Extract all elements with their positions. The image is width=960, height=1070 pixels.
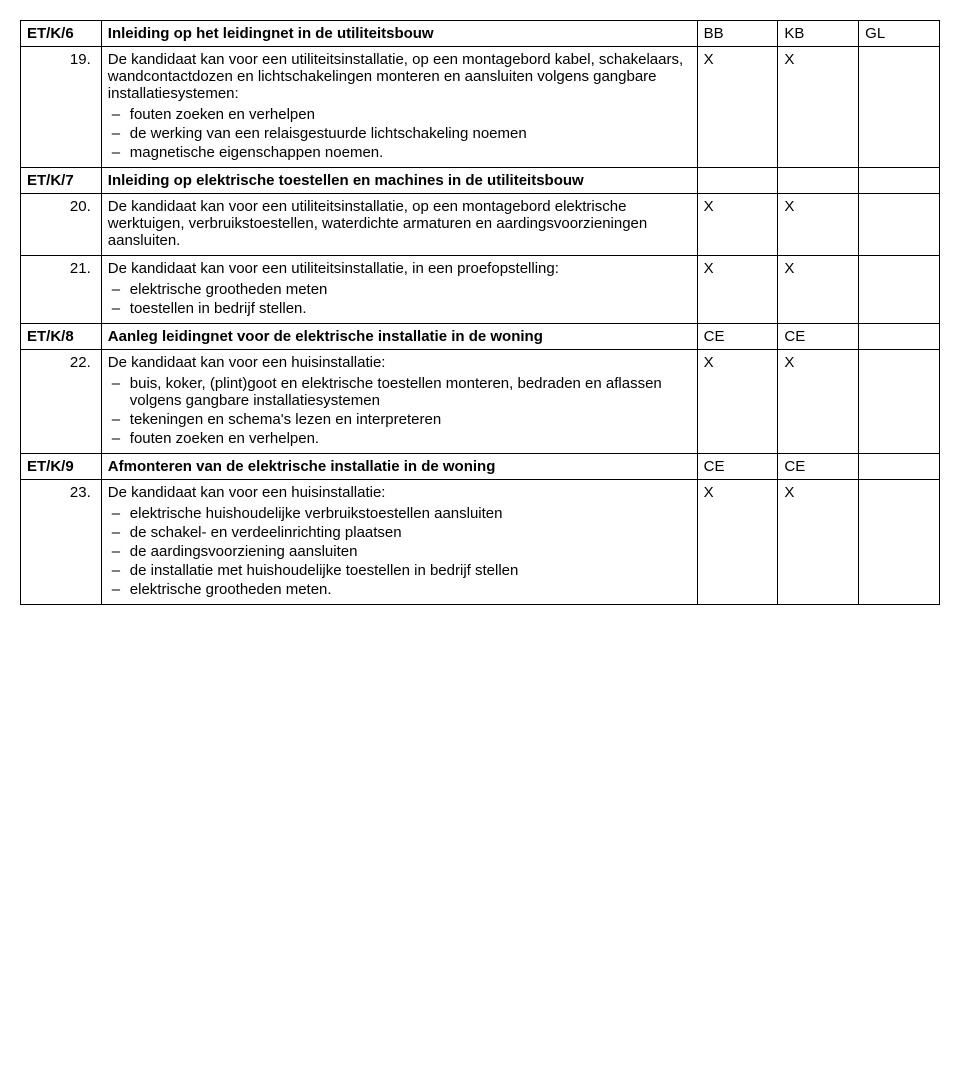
- item-text: De kandidaat kan voor een utiliteitsinst…: [108, 198, 691, 249]
- bullet-item: magnetische eigenschappen noemen.: [130, 144, 691, 161]
- curriculum-table: ET/K/6Inleiding op het leidingnet in de …: [20, 20, 940, 605]
- mark-gl: [859, 350, 940, 454]
- item-bullets: buis, koker, (plint)goot en elektrische …: [108, 375, 691, 447]
- bullet-item: de schakel- en verdeelinrichting plaatse…: [130, 524, 691, 541]
- section-code: ET/K/6: [21, 21, 102, 47]
- mark-kb: X: [778, 47, 859, 168]
- bullet-item: fouten zoeken en verhelpen: [130, 106, 691, 123]
- mark-bb: X: [697, 256, 778, 324]
- table-row: 22. De kandidaat kan voor een huisinstall…: [21, 350, 940, 454]
- mark-bb: CE: [697, 324, 778, 350]
- item-description: De kandidaat kan voor een utiliteitsinst…: [101, 194, 697, 256]
- section-code: ET/K/9: [21, 454, 102, 480]
- item-text: De kandidaat kan voor een utiliteitsinst…: [108, 260, 691, 277]
- section-title: Inleiding op elektrische toestellen en m…: [101, 168, 697, 194]
- bullet-item: elektrische huishoudelijke verbruikstoes…: [130, 505, 691, 522]
- item-bullets: fouten zoeken en verhelpen de werking van…: [108, 106, 691, 161]
- mark-bb: CE: [697, 454, 778, 480]
- mark-bb: X: [697, 194, 778, 256]
- mark-kb: CE: [778, 324, 859, 350]
- table-row: ET/K/8Aanleg leidingnet voor de elektris…: [21, 324, 940, 350]
- mark-kb: X: [778, 256, 859, 324]
- item-number: 22.: [21, 350, 102, 454]
- table-row: ET/K/9Afmonteren van de elektrische inst…: [21, 454, 940, 480]
- header-bb: BB: [697, 21, 778, 47]
- bullet-item: toestellen in bedrijf stellen.: [130, 300, 691, 317]
- mark-bb: [697, 168, 778, 194]
- table-row: 23. De kandidaat kan voor een huisinstall…: [21, 480, 940, 605]
- section-code: ET/K/7: [21, 168, 102, 194]
- item-description: De kandidaat kan voor een huisinstallati…: [101, 350, 697, 454]
- table-row: 19.De kandidaat kan voor een utiliteitsi…: [21, 47, 940, 168]
- table-row: ET/K/6Inleiding op het leidingnet in de …: [21, 21, 940, 47]
- item-text: De kandidaat kan voor een utiliteitsinst…: [108, 51, 691, 102]
- item-number: 19.: [21, 47, 102, 168]
- item-description: De kandidaat kan voor een huisinstallati…: [101, 480, 697, 605]
- mark-gl: [859, 454, 940, 480]
- bullet-item: de aardingsvoorziening aansluiten: [130, 543, 691, 560]
- item-number: 23.: [21, 480, 102, 605]
- section-title: Inleiding op het leidingnet in de utilit…: [101, 21, 697, 47]
- mark-kb: X: [778, 194, 859, 256]
- table-row: ET/K/7Inleiding op elektrische toestelle…: [21, 168, 940, 194]
- mark-gl: [859, 256, 940, 324]
- header-gl: GL: [859, 21, 940, 47]
- bullet-item: tekeningen en schema's lezen en interpre…: [130, 411, 691, 428]
- mark-gl: [859, 480, 940, 605]
- bullet-item: de installatie met huishoudelijke toeste…: [130, 562, 691, 579]
- item-text: De kandidaat kan voor een huisinstallati…: [108, 354, 691, 371]
- item-description: De kandidaat kan voor een utiliteitsinst…: [101, 256, 697, 324]
- mark-gl: [859, 194, 940, 256]
- mark-bb: X: [697, 47, 778, 168]
- section-code: ET/K/8: [21, 324, 102, 350]
- item-bullets: elektrische grootheden meten toestellen i…: [108, 281, 691, 317]
- bullet-item: fouten zoeken en verhelpen.: [130, 430, 691, 447]
- mark-kb: CE: [778, 454, 859, 480]
- mark-bb: X: [697, 480, 778, 605]
- item-number: 20.: [21, 194, 102, 256]
- mark-bb: X: [697, 350, 778, 454]
- item-text: De kandidaat kan voor een huisinstallati…: [108, 484, 691, 501]
- bullet-item: elektrische grootheden meten: [130, 281, 691, 298]
- mark-gl: [859, 47, 940, 168]
- item-description: De kandidaat kan voor een utiliteitsinst…: [101, 47, 697, 168]
- item-bullets: elektrische huishoudelijke verbruikstoes…: [108, 505, 691, 598]
- mark-kb: X: [778, 350, 859, 454]
- table-row: 21. De kandidaat kan voor een utiliteitsi…: [21, 256, 940, 324]
- section-title: Afmonteren van de elektrische installati…: [101, 454, 697, 480]
- bullet-item: buis, koker, (plint)goot en elektrische …: [130, 375, 691, 409]
- item-number: 21.: [21, 256, 102, 324]
- mark-kb: [778, 168, 859, 194]
- mark-gl: [859, 168, 940, 194]
- table-row: 20.De kandidaat kan voor een utiliteitsi…: [21, 194, 940, 256]
- section-title: Aanleg leidingnet voor de elektrische in…: [101, 324, 697, 350]
- header-kb: KB: [778, 21, 859, 47]
- bullet-item: elektrische grootheden meten.: [130, 581, 691, 598]
- mark-kb: X: [778, 480, 859, 605]
- mark-gl: [859, 324, 940, 350]
- bullet-item: de werking van een relaisgestuurde licht…: [130, 125, 691, 142]
